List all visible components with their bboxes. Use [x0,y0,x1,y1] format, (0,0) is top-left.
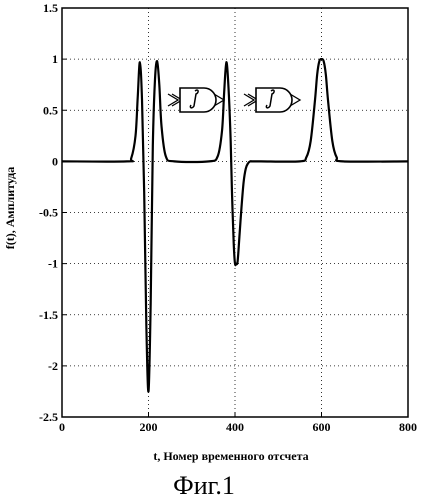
y-tick-label: -1.5 [39,308,58,322]
y-axis-label: f(t), Амплитуда [3,167,17,249]
x-ticks: 0 200 400 600 800 [59,412,417,434]
y-tick-label: -1 [48,257,58,271]
integrator-block-icon [244,88,300,112]
grid-lines [62,8,408,417]
y-tick-label: 1.5 [43,1,58,15]
x-axis-label: t, Номер временного отсчета [153,449,308,463]
x-tick-label: 800 [399,420,417,434]
y-tick-label: 1 [52,52,58,66]
y-tick-label: -2.5 [39,410,58,424]
x-tick-label: 400 [226,420,244,434]
y-tick-label: 0.5 [43,103,58,117]
integrator-block-icon [168,88,224,112]
y-ticks: 1.5 1 0.5 0 -0.5 -1 -1.5 -2 -2.5 [39,1,67,424]
y-tick-label: -2 [48,359,58,373]
y-tick-label: -0.5 [39,206,58,220]
x-tick-label: 200 [140,420,158,434]
x-tick-label: 600 [313,420,331,434]
y-tick-label: 0 [52,154,58,168]
x-tick-label: 0 [59,420,65,434]
figure-caption: Фиг.1 [173,471,235,499]
